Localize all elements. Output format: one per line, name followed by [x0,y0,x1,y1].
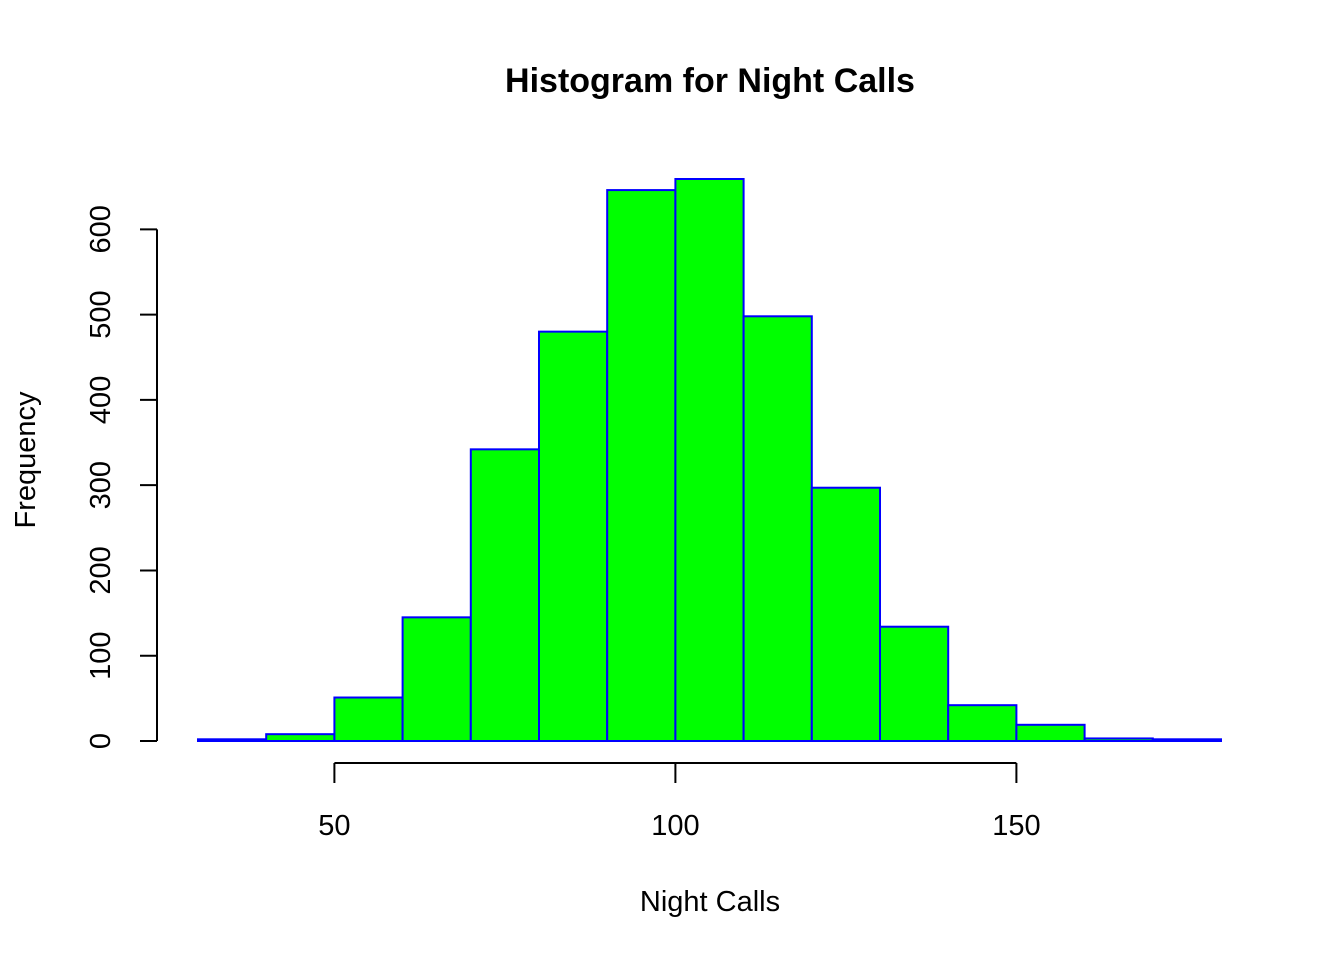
histogram-bar [538,330,609,742]
x-tick-label: 150 [992,810,1040,842]
y-tick-label: 200 [85,546,117,594]
y-axis: 0 100 200 300 400 500 600 [85,205,158,749]
histogram-bar [197,738,268,742]
x-axis-label: Night Calls [640,886,780,918]
histogram-bar [1151,738,1223,742]
histogram-bar [401,616,472,743]
histogram-bar [265,733,336,742]
y-tick-label: 100 [85,632,117,680]
histogram-bar [810,486,881,742]
histogram-bar [742,315,813,742]
histogram-bars [197,178,1223,743]
y-tick-label: 500 [85,290,117,338]
x-axis: 50 100 150 [318,762,1041,842]
y-tick-label: 600 [85,205,117,253]
x-tick-label: 50 [318,810,350,842]
x-tick-label: 100 [651,810,699,842]
y-tick-label: 0 [85,733,117,749]
histogram-bar [879,625,950,742]
histogram-bar [947,704,1018,742]
histogram-bar [469,448,540,742]
y-tick-label: 400 [85,376,117,424]
histogram-bar [333,696,404,743]
chart-title: Histogram for Night Calls [505,62,915,100]
y-tick-label: 300 [85,461,117,509]
histogram-bar [1083,737,1154,743]
histogram-bar [606,189,677,742]
histogram-bar [674,178,745,742]
y-axis-label: Frequency [10,391,42,529]
histogram-bar [1015,723,1086,742]
